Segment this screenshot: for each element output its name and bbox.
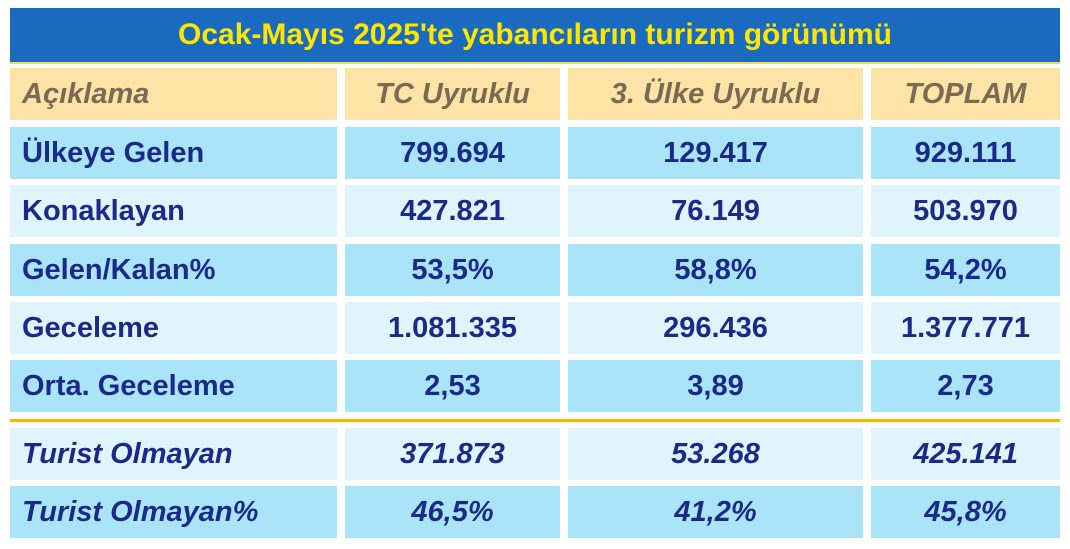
value-cell: 427.821 bbox=[345, 185, 560, 237]
row-label: Orta. Geceleme bbox=[10, 360, 337, 412]
title-underline bbox=[10, 62, 1060, 64]
value-cell: 929.111 bbox=[871, 127, 1060, 179]
row-label: Turist Olmayan bbox=[10, 428, 337, 480]
header-cell: TC Uyruklu bbox=[345, 68, 560, 120]
value-cell: 1.377.771 bbox=[871, 302, 1060, 354]
value-cell: 76.149 bbox=[568, 185, 863, 237]
value-cell: 2,73 bbox=[871, 360, 1060, 412]
value-cell: 53.268 bbox=[568, 428, 863, 480]
header-cell: 3. Ülke Uyruklu bbox=[568, 68, 863, 120]
row-label: Ülkeye Gelen bbox=[10, 127, 337, 179]
header-cell: TOPLAM bbox=[871, 68, 1060, 120]
value-cell: 1.081.335 bbox=[345, 302, 560, 354]
row-label: Konaklayan bbox=[10, 185, 337, 237]
value-cell: 53,5% bbox=[345, 244, 560, 296]
value-cell: 3,89 bbox=[568, 360, 863, 412]
value-cell: 129.417 bbox=[568, 127, 863, 179]
value-cell: 799.694 bbox=[345, 127, 560, 179]
value-cell: 45,8% bbox=[871, 486, 1060, 538]
header-cell: Açıklama bbox=[10, 68, 337, 120]
value-cell: 41,2% bbox=[568, 486, 863, 538]
value-cell: 371.873 bbox=[345, 428, 560, 480]
title: Ocak-Mayıs 2025'te yabancıların turizm g… bbox=[10, 8, 1060, 62]
value-cell: 54,2% bbox=[871, 244, 1060, 296]
value-cell: 46,5% bbox=[345, 486, 560, 538]
row-label: Turist Olmayan% bbox=[10, 486, 337, 538]
row-label: Geceleme bbox=[10, 302, 337, 354]
row-label: Gelen/Kalan% bbox=[10, 244, 337, 296]
value-cell: 58,8% bbox=[568, 244, 863, 296]
value-cell: 296.436 bbox=[568, 302, 863, 354]
separator bbox=[10, 419, 1060, 422]
value-cell: 425.141 bbox=[871, 428, 1060, 480]
value-cell: 2,53 bbox=[345, 360, 560, 412]
value-cell: 503.970 bbox=[871, 185, 1060, 237]
